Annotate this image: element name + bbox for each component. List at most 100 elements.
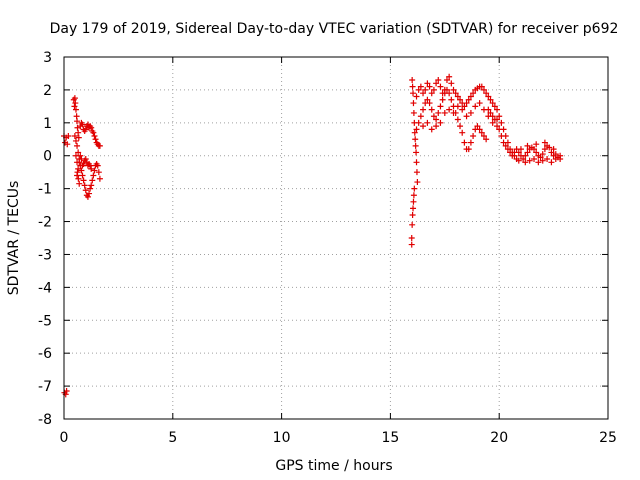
- data-point: [420, 106, 427, 113]
- data-point: [498, 132, 505, 139]
- data-point: [467, 109, 474, 116]
- data-point: [89, 177, 96, 184]
- data-point: [467, 93, 474, 100]
- data-point: [417, 113, 424, 120]
- data-point: [424, 119, 431, 126]
- data-point: [74, 159, 81, 166]
- grid-lines: [64, 57, 608, 419]
- y-tick-label: -2: [38, 215, 52, 231]
- data-point: [552, 156, 559, 163]
- data-point: [478, 83, 485, 90]
- data-point: [539, 157, 546, 164]
- data-point: [64, 141, 71, 148]
- data-point: [86, 190, 93, 197]
- data-point: [420, 90, 427, 97]
- data-point: [489, 100, 496, 107]
- data-point: [65, 132, 72, 139]
- data-point: [75, 134, 82, 141]
- data-point: [500, 139, 507, 146]
- data-point: [414, 179, 421, 186]
- data-point: [417, 83, 424, 90]
- data-point: [491, 103, 498, 110]
- data-point: [435, 109, 442, 116]
- data-point: [410, 109, 417, 116]
- data-point: [485, 93, 492, 100]
- data-point: [424, 80, 431, 87]
- x-tick-label: 15: [381, 430, 399, 446]
- data-point: [498, 119, 505, 126]
- data-point: [433, 123, 440, 130]
- data-point: [428, 126, 435, 133]
- data-point: [548, 159, 555, 166]
- data-point: [72, 137, 79, 144]
- data-point: [441, 86, 448, 93]
- data-point: [433, 116, 440, 123]
- data-point: [82, 187, 89, 194]
- data-point: [412, 136, 419, 143]
- data-point: [96, 142, 103, 149]
- data-point: [91, 167, 98, 174]
- data-point: [430, 113, 437, 120]
- data-point: [413, 159, 420, 166]
- data-point: [63, 388, 70, 395]
- data-point: [504, 146, 511, 153]
- data-point: [463, 100, 470, 107]
- data-point: [437, 119, 444, 126]
- data-point: [457, 123, 464, 130]
- data-point: [465, 146, 472, 153]
- data-point: [509, 152, 516, 159]
- data-point: [82, 126, 89, 133]
- data-point: [465, 96, 472, 103]
- data-point: [71, 103, 78, 110]
- data-point: [437, 83, 444, 90]
- data-point: [478, 129, 485, 136]
- data-point: [71, 132, 78, 139]
- data-point: [87, 162, 94, 169]
- data-point: [95, 169, 102, 176]
- data-point: [76, 180, 83, 187]
- data-point: [75, 175, 82, 182]
- data-point: [494, 106, 501, 113]
- data-point: [537, 154, 544, 161]
- data-point: [92, 136, 99, 143]
- data-point: [550, 146, 557, 153]
- data-point: [463, 113, 470, 120]
- data-point: [74, 142, 81, 149]
- data-point: [430, 86, 437, 93]
- data-point: [408, 241, 415, 248]
- data-point: [470, 90, 477, 97]
- data-point: [441, 109, 448, 116]
- y-tick-label: -4: [38, 280, 52, 296]
- data-point: [472, 103, 479, 110]
- data-point: [409, 77, 416, 84]
- data-point: [72, 152, 79, 159]
- y-tick-label: -7: [38, 379, 52, 395]
- data-point: [531, 156, 538, 163]
- data-point: [480, 106, 487, 113]
- data-point: [515, 149, 522, 156]
- data-point: [410, 90, 417, 97]
- x-axis-label: GPS time / hours: [275, 458, 392, 474]
- data-point: [450, 109, 457, 116]
- plot-frame: [63, 56, 609, 420]
- data-point: [541, 139, 548, 146]
- data-point: [515, 157, 522, 164]
- data-point: [81, 182, 88, 189]
- data-point: [487, 109, 494, 116]
- x-tick-label: 10: [273, 430, 291, 446]
- data-point: [476, 126, 483, 133]
- data-point: [485, 113, 492, 120]
- data-point: [524, 142, 531, 149]
- axis-ticks: -8 -7 -6 -5 -4 -3 -2 -1 0 1 2 3 0 5 10 15 20 25: [38, 50, 617, 446]
- data-point: [75, 129, 82, 136]
- data-point: [413, 149, 420, 156]
- y-tick-label: -8: [38, 412, 52, 428]
- data-point: [408, 235, 415, 241]
- data-point: [487, 96, 494, 103]
- data-point: [420, 123, 427, 130]
- data-point: [454, 103, 461, 110]
- data-point: [520, 156, 527, 163]
- data-point: [541, 146, 548, 153]
- data-point: [80, 160, 87, 167]
- y-tick-label: -6: [38, 346, 52, 362]
